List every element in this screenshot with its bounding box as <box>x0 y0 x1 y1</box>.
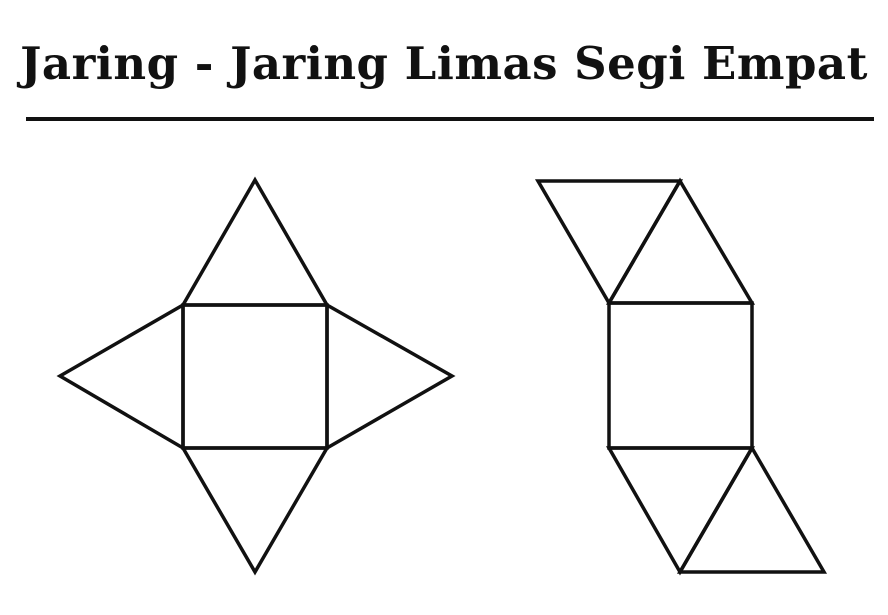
net-zigzag-triangle-upper <box>605 177 756 305</box>
net-cross-triangle-bottom <box>179 446 331 576</box>
net-zigzag <box>534 177 828 576</box>
net-cross-triangle-top <box>179 176 331 307</box>
net-zigzag-triangle-top-left <box>534 179 684 307</box>
net-zigzag-triangle-lower <box>605 446 756 576</box>
page-title: Jaring - Jaring Limas Segi Empat <box>20 37 868 90</box>
net-zigzag-triangle-bottom-right <box>676 444 828 574</box>
title-divider <box>26 117 874 121</box>
net-cross-square-base <box>181 303 329 450</box>
net-cross-triangle-left <box>56 301 185 452</box>
net-zigzag-square-base <box>607 301 754 450</box>
net-cross-triangle-right <box>325 301 456 452</box>
net-cross <box>56 176 456 576</box>
